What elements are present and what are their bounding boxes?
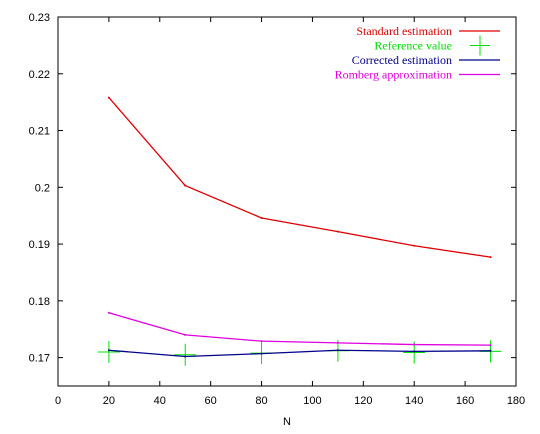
series-layer xyxy=(97,96,502,366)
y-tick-label: 0.19 xyxy=(29,239,50,251)
data-point xyxy=(413,343,416,346)
data-point xyxy=(336,341,339,344)
y-tick-label: 0.23 xyxy=(29,12,50,24)
data-point xyxy=(184,355,187,358)
data-point xyxy=(413,244,416,247)
data-point xyxy=(260,216,263,219)
data-point xyxy=(489,349,492,352)
data-point xyxy=(489,344,492,347)
legend-label: Romberg approximation xyxy=(335,68,452,82)
data-point xyxy=(336,349,339,352)
data-point xyxy=(174,343,197,366)
x-tick-label: 160 xyxy=(456,395,474,407)
y-tick-label: 0.2 xyxy=(35,182,50,194)
data-point xyxy=(184,184,187,187)
y-tick-label: 0.21 xyxy=(29,126,50,138)
legend-label: Standard estimation xyxy=(356,24,452,38)
x-tick-label: 20 xyxy=(103,395,115,407)
data-point xyxy=(107,349,110,352)
data-point xyxy=(97,340,120,363)
series-corrected-estimation xyxy=(107,349,492,358)
y-tick-label: 0.18 xyxy=(29,296,50,308)
y-tick-label: 0.17 xyxy=(29,353,50,365)
x-axis: 0 20 40 60 80 100 120 140 160 180 xyxy=(55,17,525,407)
data-point xyxy=(107,311,110,314)
legend-label: Reference value xyxy=(374,39,452,53)
x-tick-label: 80 xyxy=(255,395,267,407)
data-point xyxy=(184,333,187,336)
data-point xyxy=(260,352,263,355)
y-axis: 0.17 0.18 0.19 0.2 0.21 0.22 0.23 xyxy=(29,12,516,365)
x-tick-label: 180 xyxy=(507,395,525,407)
legend-entry-corrected-estimation: Corrected estimation xyxy=(352,53,500,67)
x-axis-label: N xyxy=(283,416,291,428)
x-tick-label: 0 xyxy=(55,395,61,407)
x-tick-label: 120 xyxy=(354,395,372,407)
x-tick-label: 140 xyxy=(405,395,423,407)
data-point xyxy=(413,350,416,353)
legend-entry-reference-value: Reference value xyxy=(374,35,490,56)
series-line xyxy=(108,97,491,258)
data-point xyxy=(107,96,110,99)
legend-label: Corrected estimation xyxy=(352,53,452,67)
series-line xyxy=(108,312,491,346)
legend-entry-standard-estimation: Standard estimation xyxy=(356,24,500,38)
data-point xyxy=(260,340,263,343)
y-tick-label: 0.22 xyxy=(29,69,50,81)
plot-frame xyxy=(57,16,517,387)
series-reference-value xyxy=(97,339,502,366)
data-point xyxy=(489,256,492,259)
legend-entry-romberg-approximation: Romberg approximation xyxy=(335,68,500,82)
data-point xyxy=(336,230,339,233)
x-tick-label: 60 xyxy=(205,395,217,407)
x-tick-label: 100 xyxy=(303,395,321,407)
series-standard-estimation xyxy=(107,96,492,259)
series-romberg-approximation xyxy=(107,311,492,347)
x-tick-label: 40 xyxy=(154,395,166,407)
series-line xyxy=(108,349,491,358)
